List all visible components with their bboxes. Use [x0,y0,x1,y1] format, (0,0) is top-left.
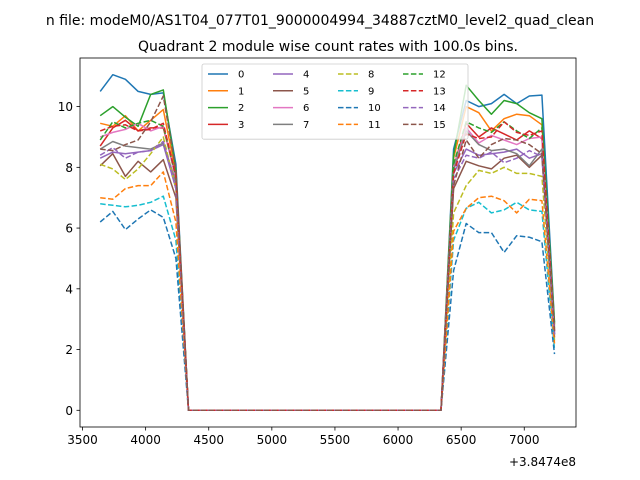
legend-box [201,63,469,140]
legend-label-11: 11 [368,120,381,131]
legend-label-4: 4 [303,70,309,81]
legend-label-14: 14 [433,103,446,114]
y-tick-label: 10 [58,100,73,114]
x-tick-label: 4500 [193,433,224,447]
legend-label-12: 12 [433,70,446,81]
series-line-15 [100,95,556,412]
x-tick-label: 5500 [320,433,351,447]
x-offset-label: +3.8474e8 [509,455,576,469]
y-tick-label: 0 [65,404,73,418]
x-tick-label: 6500 [446,433,477,447]
x-tick-label: 7000 [509,433,540,447]
x-tick-label: 5000 [257,433,288,447]
legend-label-10: 10 [368,103,381,114]
y-tick-label: 4 [65,282,73,296]
plot-frame [79,57,577,428]
legend-label-6: 6 [303,103,309,114]
x-tick-label: 6000 [383,433,414,447]
y-tick-label: 2 [65,343,73,357]
legend-label-15: 15 [433,120,446,131]
chart-title: Quadrant 2 module wise count rates with … [138,39,518,55]
legend-label-0: 0 [238,70,244,81]
legend-label-9: 9 [368,86,374,97]
legend-label-5: 5 [303,86,309,97]
legend-label-1: 1 [238,86,244,97]
legend-label-3: 3 [238,120,244,131]
legend-label-2: 2 [238,103,244,114]
legend-label-7: 7 [303,120,309,131]
series-lines [99,73,556,412]
y-tick-label: 8 [65,161,73,175]
x-tick-label: 3500 [67,433,98,447]
legend-label-13: 13 [433,86,446,97]
x-tick-label: 4000 [130,433,161,447]
legend-label-8: 8 [368,70,374,81]
figure-suptitle: n file: modeM0/AS1T04_077T01_9000004994_… [46,13,594,29]
y-tick-label: 6 [65,222,73,236]
